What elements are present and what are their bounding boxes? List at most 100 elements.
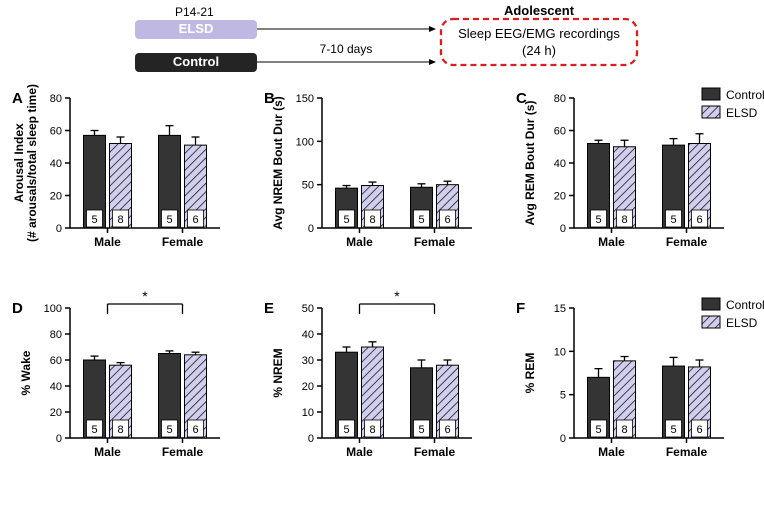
n-label: 5 <box>595 424 601 436</box>
y-tick-label: 20 <box>554 191 566 203</box>
y-tick-label: 40 <box>50 158 62 170</box>
cat-label: Female <box>414 235 456 249</box>
y-tick-label: 100 <box>44 303 62 315</box>
legend-swatch-control <box>702 298 720 310</box>
panel-letter: A <box>12 90 23 107</box>
y-tick-label: 0 <box>308 223 314 235</box>
chart-d: D 0 20 40 60 80 100 % Wake Male 5 8 Female 5 6 * <box>12 288 220 459</box>
y-tick-label: 15 <box>554 303 566 315</box>
n-label: 5 <box>91 424 97 436</box>
cat-label: Male <box>598 445 625 459</box>
panel-letter: E <box>264 300 274 317</box>
y-label: % REM <box>523 353 537 394</box>
figure-stage: P14-21 ELSD Control 7-10 days Adolescent Slee… <box>0 0 764 502</box>
n-label: 6 <box>192 424 198 436</box>
cat-label: Male <box>346 235 373 249</box>
cat-label: Female <box>666 235 708 249</box>
experiment-diagram: P14-21ELSDControl7-10 daysAdolescentSlee… <box>135 3 637 72</box>
panel-letter: F <box>516 300 525 317</box>
cat-label: Male <box>94 445 121 459</box>
y-label: % NREM <box>271 348 285 397</box>
n-label: 6 <box>696 424 702 436</box>
y-label-line2: (# arousals/total sleep time) <box>25 84 39 242</box>
n-label: 6 <box>696 214 702 226</box>
y-tick-label: 10 <box>554 346 566 358</box>
n-label: 5 <box>670 424 676 436</box>
legend-swatch-elsd <box>702 106 720 118</box>
control-band-label: Control <box>173 54 219 69</box>
legend-label-elsd: ELSD <box>726 316 758 330</box>
y-tick-label: 40 <box>50 381 62 393</box>
y-tick-label: 20 <box>302 381 314 393</box>
cat-label: Male <box>346 445 373 459</box>
legend-label-control: Control <box>726 88 764 102</box>
box-line1: Sleep EEG/EMG recordings <box>458 26 620 41</box>
legend: Control ELSD <box>702 298 764 330</box>
n-label: 5 <box>595 214 601 226</box>
n-label: 6 <box>192 214 198 226</box>
n-label: 8 <box>117 214 123 226</box>
y-tick-label: 40 <box>302 329 314 341</box>
chart-e: E 0 10 20 30 40 50 % NREM Male 5 8 Female 5 6 * <box>264 288 472 459</box>
cat-label: Male <box>94 235 121 249</box>
y-tick-label: 40 <box>554 158 566 170</box>
y-tick-label: 60 <box>50 355 62 367</box>
chart-c: C020406080Avg REM Bout Dur (s)Male58Fema… <box>516 90 724 249</box>
n-label: 5 <box>91 214 97 226</box>
n-label: 8 <box>621 214 627 226</box>
p-label: P14-21 <box>175 5 214 19</box>
legend-swatch-elsd <box>702 316 720 328</box>
cat-label: Male <box>598 235 625 249</box>
box-line2: (24 h) <box>522 43 556 58</box>
n-label: 5 <box>343 424 349 436</box>
y-label-line1: Arousal Index <box>12 123 26 203</box>
legend: Control ELSD <box>702 88 764 120</box>
sig-star: * <box>394 288 400 304</box>
cat-label: Female <box>162 445 204 459</box>
n-label: 5 <box>343 214 349 226</box>
y-tick-label: 0 <box>560 223 566 235</box>
n-label: 5 <box>418 424 424 436</box>
legend-label-elsd: ELSD <box>726 106 758 120</box>
y-tick-label: 80 <box>50 93 62 105</box>
y-tick-label: 150 <box>296 93 314 105</box>
y-tick-label: 80 <box>554 93 566 105</box>
y-tick-label: 50 <box>302 303 314 315</box>
legend-label-control: Control <box>726 298 764 312</box>
n-label: 8 <box>117 424 123 436</box>
y-tick-label: 50 <box>302 180 314 192</box>
n-label: 8 <box>621 424 627 436</box>
y-label: Avg REM Bout Dur (s) <box>523 101 537 226</box>
legend-swatch-control <box>702 88 720 100</box>
n-label: 5 <box>166 424 172 436</box>
adolescent-label: Adolescent <box>504 3 575 18</box>
n-label: 6 <box>444 214 450 226</box>
n-label: 5 <box>418 214 424 226</box>
y-tick-label: 0 <box>308 433 314 445</box>
y-tick-label: 0 <box>560 433 566 445</box>
y-tick-label: 30 <box>302 355 314 367</box>
y-tick-label: 10 <box>302 407 314 419</box>
n-label: 8 <box>369 214 375 226</box>
cat-label: Female <box>162 235 204 249</box>
y-tick-label: 20 <box>50 407 62 419</box>
arrow-label: 7-10 days <box>320 42 373 56</box>
panel-letter: D <box>12 300 23 317</box>
sig-star: * <box>142 288 148 304</box>
n-label: 5 <box>166 214 172 226</box>
y-tick-label: 20 <box>50 191 62 203</box>
y-tick-label: 80 <box>50 329 62 341</box>
cat-label: Female <box>666 445 708 459</box>
n-label: 6 <box>444 424 450 436</box>
chart-a: A020406080Arousal Index(# arousals/total… <box>12 84 220 249</box>
cat-label: Female <box>414 445 456 459</box>
n-label: 8 <box>369 424 375 436</box>
y-label: Avg NREM Bout Dur (s) <box>271 96 285 230</box>
n-label: 5 <box>670 214 676 226</box>
chart-f: F051015% REMMale58Female56 <box>516 300 724 459</box>
y-tick-label: 0 <box>56 433 62 445</box>
y-label: % Wake <box>19 350 33 395</box>
y-tick-label: 100 <box>296 136 314 148</box>
chart-b: B050100150Avg NREM Bout Dur (s)Male58Fem… <box>264 90 472 249</box>
y-tick-label: 60 <box>50 126 62 138</box>
